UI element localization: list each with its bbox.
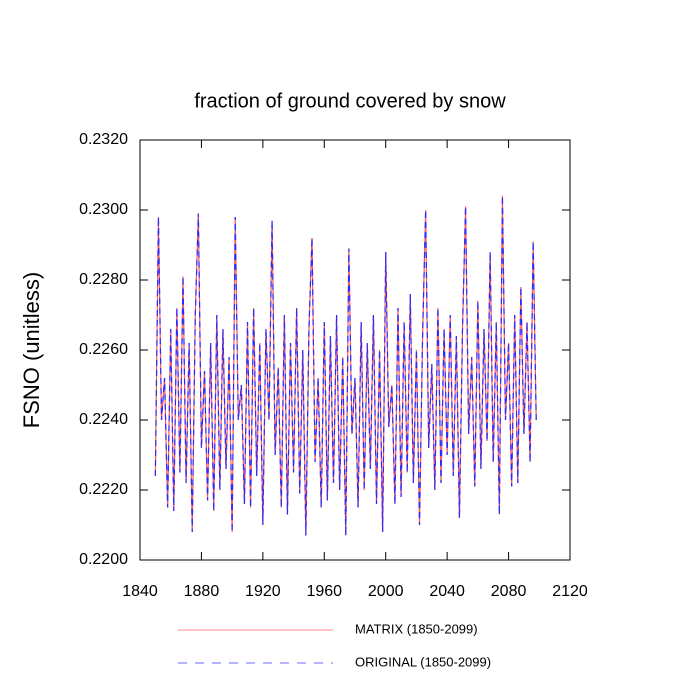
y-tick-label: 0.2260 [79,341,128,358]
x-tick-label: 1920 [245,583,281,600]
legend-label: MATRIX (1850-2099) [355,621,478,636]
y-tick-label: 0.2240 [79,411,128,428]
data-line [154,195,537,536]
y-tick-label: 0.2220 [79,481,128,498]
y-axis-label: FSNO (unitless) [19,272,44,428]
x-tick-label: 2120 [552,583,588,600]
legend-label: ORIGINAL (1850-2099) [355,654,491,669]
chart-title: fraction of ground covered by snow [194,90,506,112]
y-tick-label: 0.2200 [79,551,128,568]
x-tick-label: 1960 [306,583,342,600]
x-tick-label: 1840 [122,583,158,600]
plot-frame [139,139,571,561]
x-tick-label: 1880 [184,583,220,600]
x-tick-label: 2080 [491,583,527,600]
y-tick-label: 0.2320 [79,131,128,148]
x-tick-label: 2000 [368,583,404,600]
y-tick-label: 0.2280 [79,271,128,288]
x-tick-label: 2040 [429,583,465,600]
y-tick-label: 0.2300 [79,201,128,218]
